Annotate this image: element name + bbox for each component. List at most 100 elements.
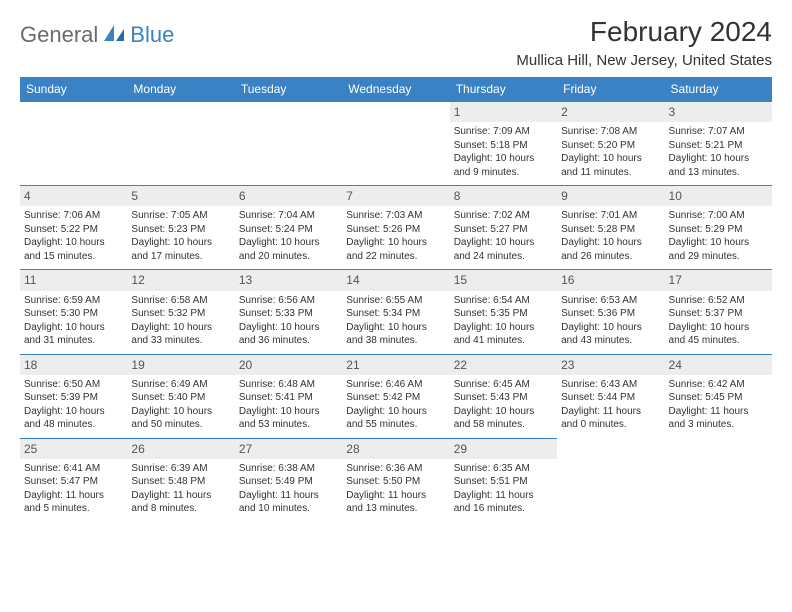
title-block: February 2024 Mullica Hill, New Jersey, … <box>516 16 772 69</box>
calendar-day-cell: 1Sunrise: 7:09 AMSunset: 5:18 PMDaylight… <box>450 102 557 186</box>
day-header-thursday: Thursday <box>450 77 557 102</box>
sunset-text: Sunset: 5:48 PM <box>131 475 230 489</box>
sunset-text: Sunset: 5:26 PM <box>346 223 445 237</box>
date-number: 20 <box>235 355 342 375</box>
daylight-text: and 5 minutes. <box>24 502 123 516</box>
sunrise-text: Sunrise: 6:39 AM <box>131 462 230 476</box>
daylight-text: Daylight: 10 hours <box>454 321 553 335</box>
sunrise-text: Sunrise: 6:46 AM <box>346 378 445 392</box>
logo: General Blue <box>20 22 174 48</box>
daylight-text: and 20 minutes. <box>239 250 338 264</box>
sunrise-text: Sunrise: 7:02 AM <box>454 209 553 223</box>
calendar-day-cell: 15 Sunrise: 6:54 AMSunset: 5:35 PMDayligh… <box>450 270 557 354</box>
date-number: 19 <box>127 355 234 375</box>
calendar-empty-cell <box>557 438 664 522</box>
daylight-text: and 33 minutes. <box>131 334 230 348</box>
sunrise-text: Sunrise: 6:45 AM <box>454 378 553 392</box>
daylight-text: Daylight: 10 hours <box>24 321 123 335</box>
sunrise-text: Sunrise: 6:43 AM <box>561 378 660 392</box>
daylight-text: Daylight: 10 hours <box>561 321 660 335</box>
daylight-text: and 55 minutes. <box>346 418 445 432</box>
day-header-wednesday: Wednesday <box>342 77 449 102</box>
calendar-day-cell: 22Sunrise: 6:45 AMSunset: 5:43 PMDayligh… <box>450 354 557 438</box>
calendar-day-cell: 8 Sunrise: 7:02 AMSunset: 5:27 PMDaylight… <box>450 186 557 270</box>
date-number: 8 <box>450 186 557 206</box>
sunset-text: Sunset: 5:36 PM <box>561 307 660 321</box>
sunrise-text: Sunrise: 6:55 AM <box>346 294 445 308</box>
date-number: 10 <box>665 186 772 206</box>
sunset-text: Sunset: 5:51 PM <box>454 475 553 489</box>
sunset-text: Sunset: 5:18 PM <box>454 139 553 153</box>
daylight-text: and 3 minutes. <box>669 418 768 432</box>
daylight-text: Daylight: 10 hours <box>669 236 768 250</box>
sunset-text: Sunset: 5:40 PM <box>131 391 230 405</box>
sunrise-text: Sunrise: 7:06 AM <box>24 209 123 223</box>
daylight-text: Daylight: 11 hours <box>669 405 768 419</box>
date-number: 2 <box>557 102 664 122</box>
date-number: 13 <box>235 270 342 290</box>
daylight-text: Daylight: 10 hours <box>239 236 338 250</box>
sunset-text: Sunset: 5:33 PM <box>239 307 338 321</box>
calendar-day-cell: 17Sunrise: 6:52 AMSunset: 5:37 PMDayligh… <box>665 270 772 354</box>
sunrise-text: Sunrise: 7:03 AM <box>346 209 445 223</box>
date-number: 28 <box>342 439 449 459</box>
calendar-empty-cell <box>342 102 449 186</box>
calendar-day-cell: 26Sunrise: 6:39 AMSunset: 5:48 PMDayligh… <box>127 438 234 522</box>
sunset-text: Sunset: 5:27 PM <box>454 223 553 237</box>
sunset-text: Sunset: 5:35 PM <box>454 307 553 321</box>
calendar-day-cell: 2Sunrise: 7:08 AMSunset: 5:20 PMDaylight… <box>557 102 664 186</box>
daylight-text: Daylight: 11 hours <box>561 405 660 419</box>
calendar-week-row: 11Sunrise: 6:59 AMSunset: 5:30 PMDayligh… <box>20 270 772 354</box>
date-number: 27 <box>235 439 342 459</box>
sunrise-text: Sunrise: 6:54 AM <box>454 294 553 308</box>
date-number: 17 <box>665 270 772 290</box>
date-number: 29 <box>450 439 557 459</box>
calendar-week-row: 1Sunrise: 7:09 AMSunset: 5:18 PMDaylight… <box>20 102 772 186</box>
logo-sail-icon <box>102 23 126 48</box>
calendar-day-cell: 28Sunrise: 6:36 AMSunset: 5:50 PMDayligh… <box>342 438 449 522</box>
sunset-text: Sunset: 5:22 PM <box>24 223 123 237</box>
calendar-day-cell: 10Sunrise: 7:00 AMSunset: 5:29 PMDayligh… <box>665 186 772 270</box>
sunset-text: Sunset: 5:24 PM <box>239 223 338 237</box>
date-number: 15 <box>450 270 557 290</box>
day-header-tuesday: Tuesday <box>235 77 342 102</box>
calendar-empty-cell <box>235 102 342 186</box>
sunrise-text: Sunrise: 6:58 AM <box>131 294 230 308</box>
sunset-text: Sunset: 5:34 PM <box>346 307 445 321</box>
daylight-text: Daylight: 11 hours <box>239 489 338 503</box>
daylight-text: Daylight: 10 hours <box>346 321 445 335</box>
sunrise-text: Sunrise: 7:00 AM <box>669 209 768 223</box>
sunrise-text: Sunrise: 7:09 AM <box>454 125 553 139</box>
daylight-text: Daylight: 10 hours <box>131 405 230 419</box>
day-header-monday: Monday <box>127 77 234 102</box>
daylight-text: Daylight: 10 hours <box>131 236 230 250</box>
daylight-text: and 15 minutes. <box>24 250 123 264</box>
day-header-sunday: Sunday <box>20 77 127 102</box>
daylight-text: Daylight: 10 hours <box>454 236 553 250</box>
sunset-text: Sunset: 5:28 PM <box>561 223 660 237</box>
daylight-text: and 41 minutes. <box>454 334 553 348</box>
date-number: 25 <box>20 439 127 459</box>
date-number: 16 <box>557 270 664 290</box>
day-header-saturday: Saturday <box>665 77 772 102</box>
daylight-text: and 22 minutes. <box>346 250 445 264</box>
daylight-text: Daylight: 11 hours <box>346 489 445 503</box>
sunset-text: Sunset: 5:30 PM <box>24 307 123 321</box>
daylight-text: and 53 minutes. <box>239 418 338 432</box>
daylight-text: Daylight: 10 hours <box>454 152 553 166</box>
daylight-text: Daylight: 10 hours <box>239 321 338 335</box>
sunset-text: Sunset: 5:44 PM <box>561 391 660 405</box>
calendar-table: Sunday Monday Tuesday Wednesday Thursday… <box>20 77 772 522</box>
calendar-empty-cell <box>665 438 772 522</box>
sunrise-text: Sunrise: 7:07 AM <box>669 125 768 139</box>
daylight-text: and 43 minutes. <box>561 334 660 348</box>
sunrise-text: Sunrise: 6:41 AM <box>24 462 123 476</box>
sunrise-text: Sunrise: 6:53 AM <box>561 294 660 308</box>
sunrise-text: Sunrise: 6:59 AM <box>24 294 123 308</box>
calendar-day-cell: 27Sunrise: 6:38 AMSunset: 5:49 PMDayligh… <box>235 438 342 522</box>
sunset-text: Sunset: 5:39 PM <box>24 391 123 405</box>
date-number: 3 <box>665 102 772 122</box>
daylight-text: Daylight: 11 hours <box>131 489 230 503</box>
calendar-day-cell: 11Sunrise: 6:59 AMSunset: 5:30 PMDayligh… <box>20 270 127 354</box>
header: General Blue February 2024 Mullica Hill,… <box>20 16 772 69</box>
